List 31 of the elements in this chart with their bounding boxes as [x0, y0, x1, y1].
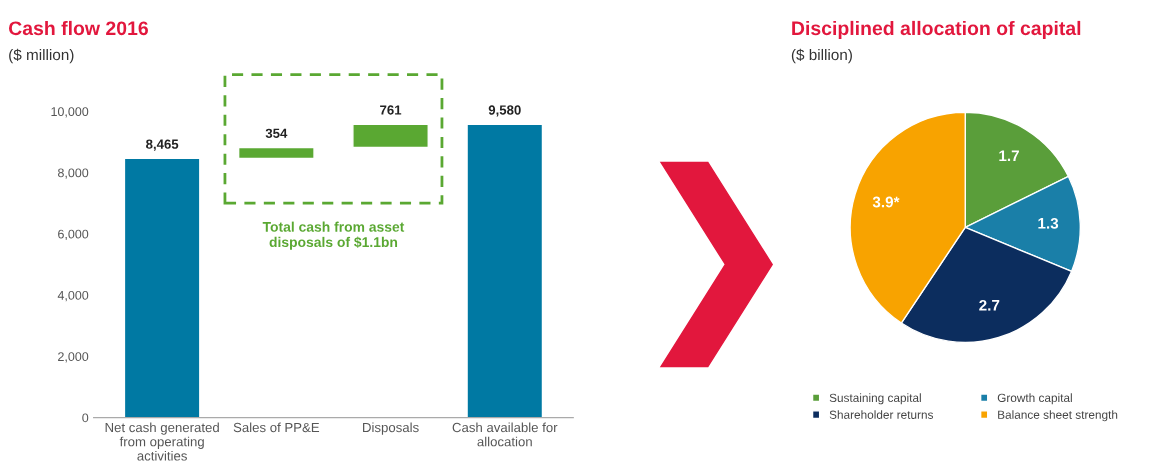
y-tick-label: 8,000: [58, 168, 89, 179]
chart-subtitle: ($ million): [9, 48, 74, 64]
legend-label: Balance sheet strength: [998, 410, 1118, 422]
legend-label: Sustaining capital: [829, 393, 921, 405]
annotation: Total cash from asset disposals of $1.1bn: [262, 221, 405, 250]
legend-label: Shareholder returns: [829, 410, 934, 419]
y-tick-label: 10,000: [51, 107, 89, 118]
data-label: 9,580: [488, 105, 521, 117]
y-tick-label: 2,000: [58, 352, 89, 363]
bar: [466, 123, 544, 418]
bar: [352, 123, 429, 149]
x-tick-label: Net cash generated from operating activities: [105, 422, 219, 461]
bar: [123, 157, 201, 418]
x-tick-label: Sales of PP&E: [233, 422, 320, 433]
data-label: 2.7: [979, 299, 1000, 311]
data-label: 1.7: [999, 150, 1019, 161]
data-label: 354: [265, 128, 288, 138]
x-tick-label: Cash available for allocation: [452, 422, 558, 447]
x-tick-label: Disposals: [363, 422, 419, 435]
data-label: 8,465: [146, 139, 179, 151]
y-tick-label: 0: [82, 413, 89, 423]
y-tick-label: 6,000: [58, 229, 89, 240]
data-label: 1.3: [1038, 217, 1059, 229]
bar: [237, 146, 315, 160]
data-label: 3.9*: [872, 196, 900, 208]
data-label: 761: [380, 105, 402, 115]
chart-subtitle: ($ billion): [791, 48, 852, 64]
y-tick-label: 4,000: [57, 290, 89, 302]
chart-title: Disciplined allocation of capital: [792, 20, 1081, 40]
chart-title: Cash flow 2016: [8, 20, 148, 36]
legend-label: Growth capital: [997, 393, 1072, 405]
